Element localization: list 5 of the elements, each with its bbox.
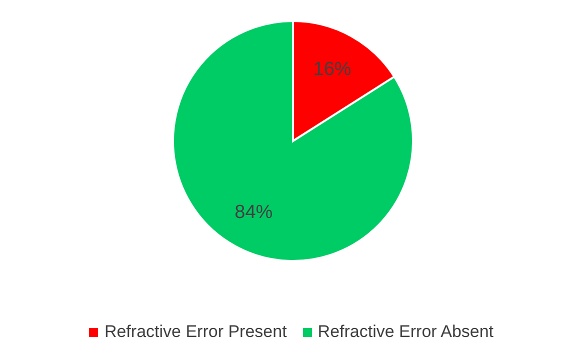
legend-label: Refractive Error Present	[104, 322, 287, 342]
legend-label: Refractive Error Absent	[318, 322, 494, 342]
data-label: 84%	[234, 202, 273, 224]
data-label: 16%	[313, 58, 352, 80]
pie-slice	[172, 20, 414, 262]
